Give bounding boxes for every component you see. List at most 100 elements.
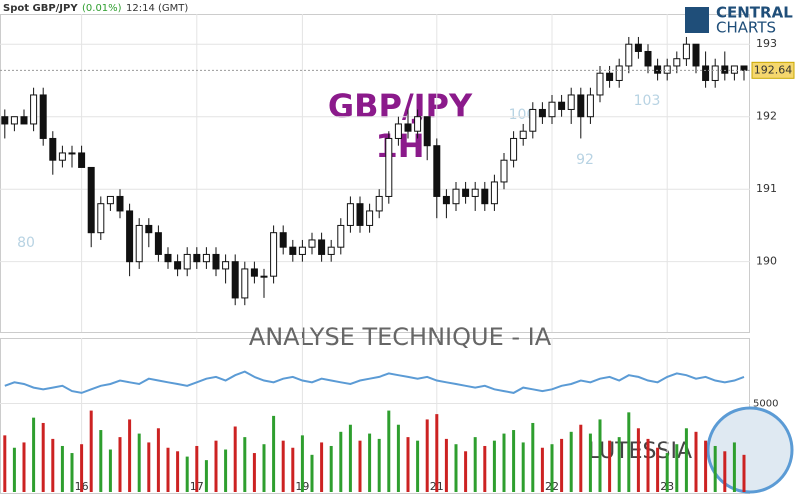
candle-body (462, 188, 470, 197)
candle-body (10, 116, 18, 125)
volume-bar (636, 428, 640, 492)
volume-bar (41, 422, 45, 492)
candle-body (250, 268, 258, 277)
candle-body (318, 239, 326, 255)
volume-bar (12, 447, 16, 492)
candle-body (106, 195, 114, 205)
candle-body (481, 188, 489, 205)
candle-body (538, 108, 546, 118)
candle-body (116, 195, 124, 212)
candle-body (298, 246, 306, 255)
volume-bar (531, 422, 535, 492)
candle-body (270, 232, 278, 277)
volume-bar (512, 430, 516, 492)
candle-body (385, 137, 393, 197)
volume-bar (598, 419, 602, 492)
candle-body (740, 65, 748, 71)
candle-body (644, 50, 652, 67)
watermark-title: GBP/JPY (328, 87, 473, 125)
volume-bar (550, 444, 554, 492)
candle-body (154, 232, 162, 255)
y-tick-label: 5000 (753, 398, 778, 409)
candle-body (289, 246, 297, 255)
candle-body (567, 94, 575, 110)
candle-body (202, 253, 210, 263)
volume-bar (156, 428, 160, 492)
volume-bar (675, 444, 679, 492)
candle-body (404, 123, 412, 132)
volume-bar (608, 440, 612, 492)
watermark-subtitle: ANALYSE TECHNIQUE - IA (249, 323, 552, 351)
volume-bar (723, 451, 727, 492)
volume-bar (368, 433, 372, 492)
candle-body (145, 224, 153, 234)
volume-bar (281, 440, 285, 492)
volume-bar (60, 445, 64, 492)
volume-bar (339, 431, 343, 492)
candle-body (20, 116, 28, 125)
volume-bar (224, 449, 228, 492)
candle-body (490, 181, 498, 205)
candle-body (78, 152, 86, 168)
volume-bar (473, 437, 477, 492)
candle-body (548, 101, 556, 118)
time: 12:14 (GMT) (126, 3, 188, 14)
candle-body (183, 253, 191, 270)
change: (0.01%) (82, 3, 122, 14)
candle-body (327, 246, 335, 255)
candle-body (721, 65, 729, 74)
price-panel (0, 14, 750, 333)
logo-text: CENTRAL (716, 4, 793, 22)
candle-body (654, 65, 662, 74)
volume-bar (147, 442, 151, 492)
candle-body (126, 210, 134, 263)
watermark-score: 103 (634, 93, 661, 109)
volume-bar (483, 445, 487, 492)
volume-bar (70, 453, 74, 492)
volume-bar (656, 447, 660, 492)
volume-bar (444, 438, 448, 492)
last-price-label: 192.64 (754, 63, 793, 76)
candle-body (577, 94, 585, 118)
volume-bar (3, 435, 7, 492)
candle-body (442, 195, 450, 205)
volume-bar (300, 435, 304, 492)
candle-body (164, 253, 172, 263)
candle-body (682, 43, 690, 60)
volume-bar (377, 438, 381, 492)
y-tick-label: 190 (756, 255, 777, 268)
volume-bar (704, 440, 708, 492)
volume-bar (502, 433, 506, 492)
volume-bar (713, 445, 717, 492)
candle-body (471, 188, 479, 197)
volume-bar (665, 453, 669, 492)
y-tick-label: 193 (756, 37, 777, 50)
volume-bar (416, 440, 420, 492)
volume-average (4, 370, 745, 394)
volume-bar (732, 442, 736, 492)
volume-bar (137, 433, 141, 492)
volume-bar (588, 433, 592, 492)
volume-bar (166, 447, 170, 492)
watermark-score: 80 (17, 235, 35, 251)
y-tick-label: 192 (756, 110, 777, 123)
candle-body (346, 203, 354, 226)
candle-body (39, 94, 47, 139)
candle-body (58, 152, 66, 161)
candle-body (375, 195, 383, 212)
volume-bar (492, 440, 496, 492)
volume-bar (32, 417, 36, 492)
candle-body (222, 261, 230, 270)
volume-bar (204, 460, 208, 492)
candle-body (606, 72, 614, 81)
volume-bar (243, 437, 247, 492)
volume-bar (435, 414, 439, 492)
logo-icon (685, 7, 709, 33)
volume-bar (214, 440, 218, 492)
candle-body (68, 152, 76, 155)
candle-body (558, 101, 566, 110)
logo-text: CHARTS (716, 19, 776, 37)
candle-body (529, 108, 537, 132)
